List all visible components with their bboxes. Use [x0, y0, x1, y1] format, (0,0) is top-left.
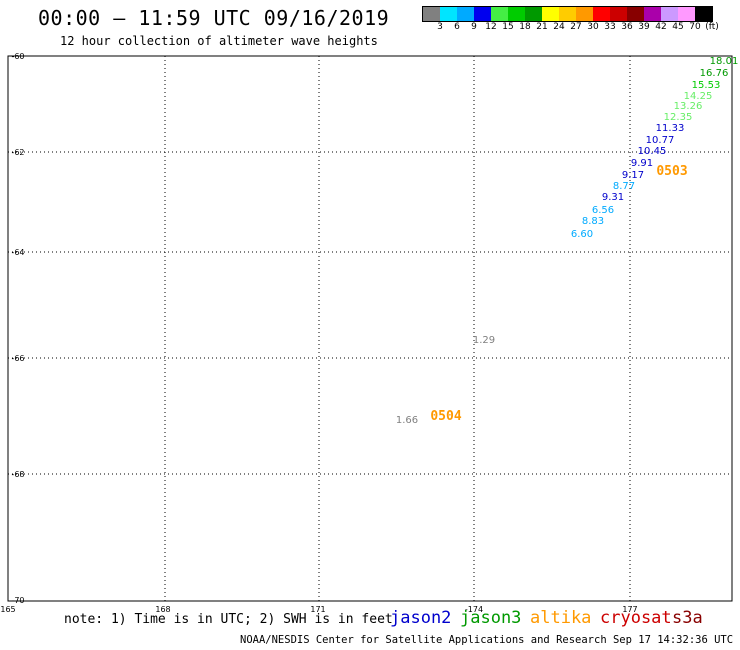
color-scale-label: 15	[502, 22, 514, 32]
satellite-cryosat-label: cryosat	[600, 608, 672, 628]
wave-height-value: 11.33	[656, 123, 685, 134]
longitude-label: 165	[0, 605, 15, 614]
wave-height-value: 18.01	[710, 56, 739, 67]
wave-height-value: 8.83	[582, 216, 604, 227]
color-scale-label: 45	[672, 22, 684, 32]
color-swatch	[440, 7, 457, 21]
wave-height-value: 6.60	[571, 229, 593, 240]
wave-height-value: 9.31	[602, 192, 624, 203]
latitude-label: -70	[11, 596, 24, 605]
color-scale-label: 36	[621, 22, 633, 32]
latitude-label: -66	[11, 354, 24, 363]
color-scale-label: 18	[519, 22, 531, 32]
credit-line: NOAA/NESDIS Center for Satellite Applica…	[240, 634, 740, 646]
color-swatch	[559, 7, 576, 21]
wave-height-value: 15.53	[692, 80, 721, 91]
latitude-label: -62	[11, 148, 24, 157]
color-swatch	[593, 7, 610, 21]
color-swatch	[542, 7, 559, 21]
wave-height-value: 16.76	[700, 68, 729, 79]
color-swatch	[576, 7, 593, 21]
pass-time-tag: 0503	[656, 164, 687, 179]
color-scale-label: 30	[587, 22, 599, 32]
map-subtitle: 12 hour collection of altimeter wave hei…	[60, 34, 378, 48]
wave-height-value: 8.77	[613, 181, 635, 192]
color-scale-label: 12	[485, 22, 497, 32]
wave-height-value: 13.26	[674, 101, 703, 112]
units-note: note: 1) Time is in UTC; 2) SWH is in fe…	[64, 612, 393, 627]
color-swatch	[695, 7, 712, 21]
color-scale-label: 70	[689, 22, 701, 32]
wave-height-color-scale	[422, 6, 713, 22]
satellite-jason3-label: jason3	[460, 608, 522, 628]
wave-height-value: 10.77	[646, 135, 675, 146]
wave-height-value: 9.17	[622, 170, 644, 181]
color-scale-label: 33	[604, 22, 616, 32]
pass-time-tag: 0504	[430, 409, 461, 424]
latitude-label: -60	[11, 52, 24, 61]
satellite-jason2-label: jason2	[390, 608, 452, 628]
color-swatch	[508, 7, 525, 21]
color-scale-label: 21	[536, 22, 548, 32]
latitude-labels: -60 -62 -64 -66 -68 -70	[11, 52, 24, 605]
latitude-label: -68	[11, 470, 24, 479]
color-swatch	[491, 7, 508, 21]
longitude-label: 168	[155, 605, 170, 614]
wave-height-value: 1.29	[473, 335, 495, 346]
map-title: 00:00 – 11:59 UTC 09/16/2019	[38, 6, 390, 30]
longitude-labels: 165 168 171 -174 177	[0, 605, 637, 614]
color-swatch	[661, 7, 678, 21]
longitude-label: 171	[310, 605, 325, 614]
map-frame	[7, 55, 733, 602]
longitude-label: -174	[465, 605, 483, 614]
color-swatch	[474, 7, 491, 21]
color-scale-label: 9	[471, 22, 477, 32]
satellite-altika-label: altika	[530, 608, 592, 628]
color-scale-label: 6	[454, 22, 460, 32]
color-scale-label: 3	[437, 22, 443, 32]
color-scale-label: 39	[638, 22, 650, 32]
color-scale-label: 42	[655, 22, 667, 32]
latitude-label: -64	[11, 248, 24, 257]
color-swatch	[525, 7, 542, 21]
longitude-label: 177	[622, 605, 637, 614]
color-swatch	[423, 7, 440, 21]
wave-height-value: 10.45	[638, 146, 667, 157]
color-scale-label: 27	[570, 22, 582, 32]
wave-height-value: 12.35	[664, 112, 693, 123]
wave-height-value: 6.56	[592, 205, 614, 216]
wave-height-value: 14.25	[684, 91, 713, 102]
wave-height-value: 9.91	[631, 158, 653, 169]
color-scale-labels: 3 6 9 12 15 18 21 24 27 30 33 36 39 42 45 70 (ft)	[422, 22, 740, 34]
color-swatch	[457, 7, 474, 21]
pass-time-tags: 0503 0504	[430, 164, 687, 424]
wave-height-value: 1.66	[396, 415, 418, 426]
wave-height-observations: 18.0116.7615.5314.2513.2612.3511.3310.77…	[396, 56, 738, 426]
color-swatch	[644, 7, 661, 21]
color-swatch	[678, 7, 695, 21]
color-swatch	[627, 7, 644, 21]
satellite-s3a-label: s3a	[672, 608, 703, 628]
color-scale-label: 24	[553, 22, 565, 32]
color-swatch	[610, 7, 627, 21]
color-scale-label: (ft)	[705, 22, 719, 32]
map-grid	[7, 55, 733, 602]
